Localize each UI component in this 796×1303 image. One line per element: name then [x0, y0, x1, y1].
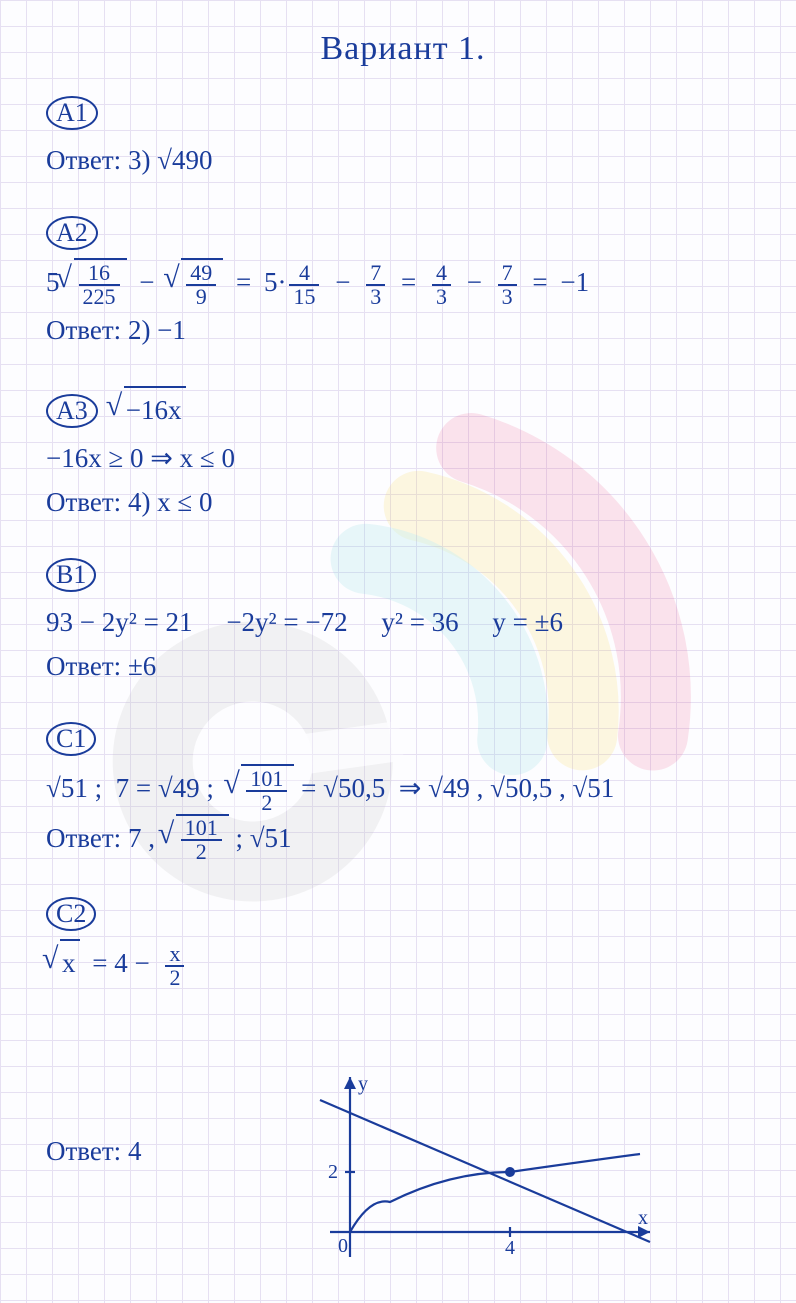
y-axis-label: y [358, 1073, 368, 1095]
intersection-point [505, 1167, 515, 1177]
equals-icon: = [401, 267, 416, 297]
equals-icon: = [236, 267, 251, 297]
sqrt-icon: 1012 [162, 814, 229, 864]
problem-a2: A2 516225 − 499 = 5·415 − 73 = 43 − 73 =… [46, 216, 760, 352]
b1-steps: 93 − 2y² = 21 −2y² = −72 y² = 36 y = ±6 [46, 600, 760, 644]
answer-value: 4) x ≤ 0 [128, 487, 213, 517]
coeff2: 5· [264, 267, 287, 297]
a1-answer: Ответ: 3) √490 [46, 138, 760, 182]
y-tick-label: 2 [328, 1161, 338, 1183]
x-tick-label: 4 [505, 1237, 515, 1259]
linear-line [320, 1100, 650, 1242]
a3-answer: Ответ: 4) x ≤ 0 [46, 480, 760, 524]
problem-a3: A3 −16x −16x ≥ 0 ⇒ x ≤ 0 Ответ: 4) x ≤ 0 [46, 386, 760, 524]
answer-value: 2) −1 [128, 315, 186, 345]
answer-label: Ответ: [46, 487, 121, 517]
problem-c2: C2 x = 4 − x2 [46, 897, 760, 989]
sqrt-curve [350, 1154, 640, 1232]
minus-icon: − [335, 267, 350, 297]
answer-value: 4 [128, 1136, 142, 1166]
b1-answer: Ответ: ±6 [46, 644, 760, 688]
tag-c1: C1 [46, 722, 96, 756]
origin-label: 0 [338, 1235, 348, 1257]
sqrt-icon: 1012 [227, 764, 294, 814]
problem-c1: C1 √51 ; 7 = √49 ; 1012 = √50,5 ⇒ √49 , … [46, 722, 760, 864]
answer-value: ±6 [128, 651, 156, 681]
answer-label: Ответ: [46, 315, 121, 345]
answer-value: 3) √490 [128, 145, 213, 175]
c1-answer: Ответ: 7 , 1012 ; √51 [46, 814, 760, 864]
equals-icon: = 4 − [92, 948, 149, 978]
tag-b1: B1 [46, 558, 96, 592]
answer-label: Ответ: [46, 145, 121, 175]
a2-working: 516225 − 499 = 5·415 − 73 = 43 − 73 = −1 [46, 258, 760, 308]
arrow-icon [344, 1077, 356, 1089]
result: −1 [560, 267, 589, 297]
c2-graph: 2 4 0 y x [280, 1072, 660, 1272]
answer-label: Ответ: [46, 651, 121, 681]
equals-icon: = [532, 267, 547, 297]
c1-work: √51 ; 7 = √49 ; 1012 = √50,5 ⇒ √49 , √50… [46, 764, 760, 814]
x-axis-label: x [638, 1207, 648, 1229]
page-content: Вариант 1. A1 Ответ: 3) √490 A2 516225 −… [0, 0, 796, 1193]
problem-b1: B1 93 − 2y² = 21 −2y² = −72 y² = 36 y = … [46, 558, 760, 688]
tag-a3: A3 [46, 394, 98, 428]
c2-equation: x = 4 − x2 [46, 939, 760, 989]
sqrt-icon: 499 [167, 258, 223, 308]
page-title: Вариант 1. [46, 30, 760, 68]
a3-expr: −16x [110, 395, 186, 425]
answer-label: Ответ: [46, 823, 121, 853]
minus-icon: − [467, 267, 482, 297]
problem-a1: A1 Ответ: 3) √490 [46, 96, 760, 182]
answer-label: Ответ: [46, 1136, 121, 1166]
tag-a1: A1 [46, 96, 98, 130]
sqrt-icon: x [46, 939, 80, 985]
minus-icon: − [139, 267, 154, 297]
a2-answer: Ответ: 2) −1 [46, 308, 760, 352]
tag-c2: C2 [46, 897, 96, 931]
a3-work: −16x ≥ 0 ⇒ x ≤ 0 [46, 436, 760, 480]
sqrt-icon: −16x [110, 386, 186, 432]
tag-a2: A2 [46, 216, 98, 250]
sqrt-icon: 16225 [60, 258, 127, 308]
